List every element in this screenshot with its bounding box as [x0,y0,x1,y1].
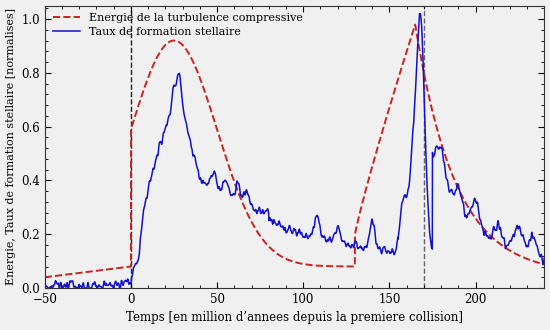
Taux de formation stellaire [541,255,548,259]
Taux de formation stellaire [255,209,261,213]
X-axis label: Temps [en million d’annees depuis la premiere collision]: Temps [en million d’annees depuis la pre… [126,312,463,324]
Taux de formation stellaire [41,283,48,287]
Taux de formation stellaire [233,182,240,186]
Taux de formation stellaire [98,286,105,290]
Line: Energie de la turbulence compressive: Energie de la turbulence compressive [45,25,544,277]
Taux de formation stellaire [532,238,538,242]
Energie de la turbulence compressive [233,185,240,189]
Taux de formation stellaire [45,286,51,290]
Taux de formation stellaire [478,221,485,225]
Line: Taux de formation stellaire: Taux de formation stellaire [45,14,544,288]
Taux de formation stellaire [128,276,135,280]
Energie de la turbulence compressive [477,223,484,227]
Energie de la turbulence compressive [41,275,48,279]
Taux de formation stellaire [416,12,423,16]
Energie de la turbulence compressive [541,262,548,266]
Energie de la turbulence compressive [128,126,135,130]
Energie de la turbulence compressive [255,231,261,235]
Energie de la turbulence compressive [412,23,419,27]
Energie de la turbulence compressive [531,260,538,264]
Energie de la turbulence compressive [98,268,105,272]
Y-axis label: Energie, Taux de formation stellaire [normalises]: Energie, Taux de formation stellaire [no… [6,8,15,285]
Legend: Energie de la turbulence compressive, Taux de formation stellaire: Energie de la turbulence compressive, Ta… [50,11,305,39]
